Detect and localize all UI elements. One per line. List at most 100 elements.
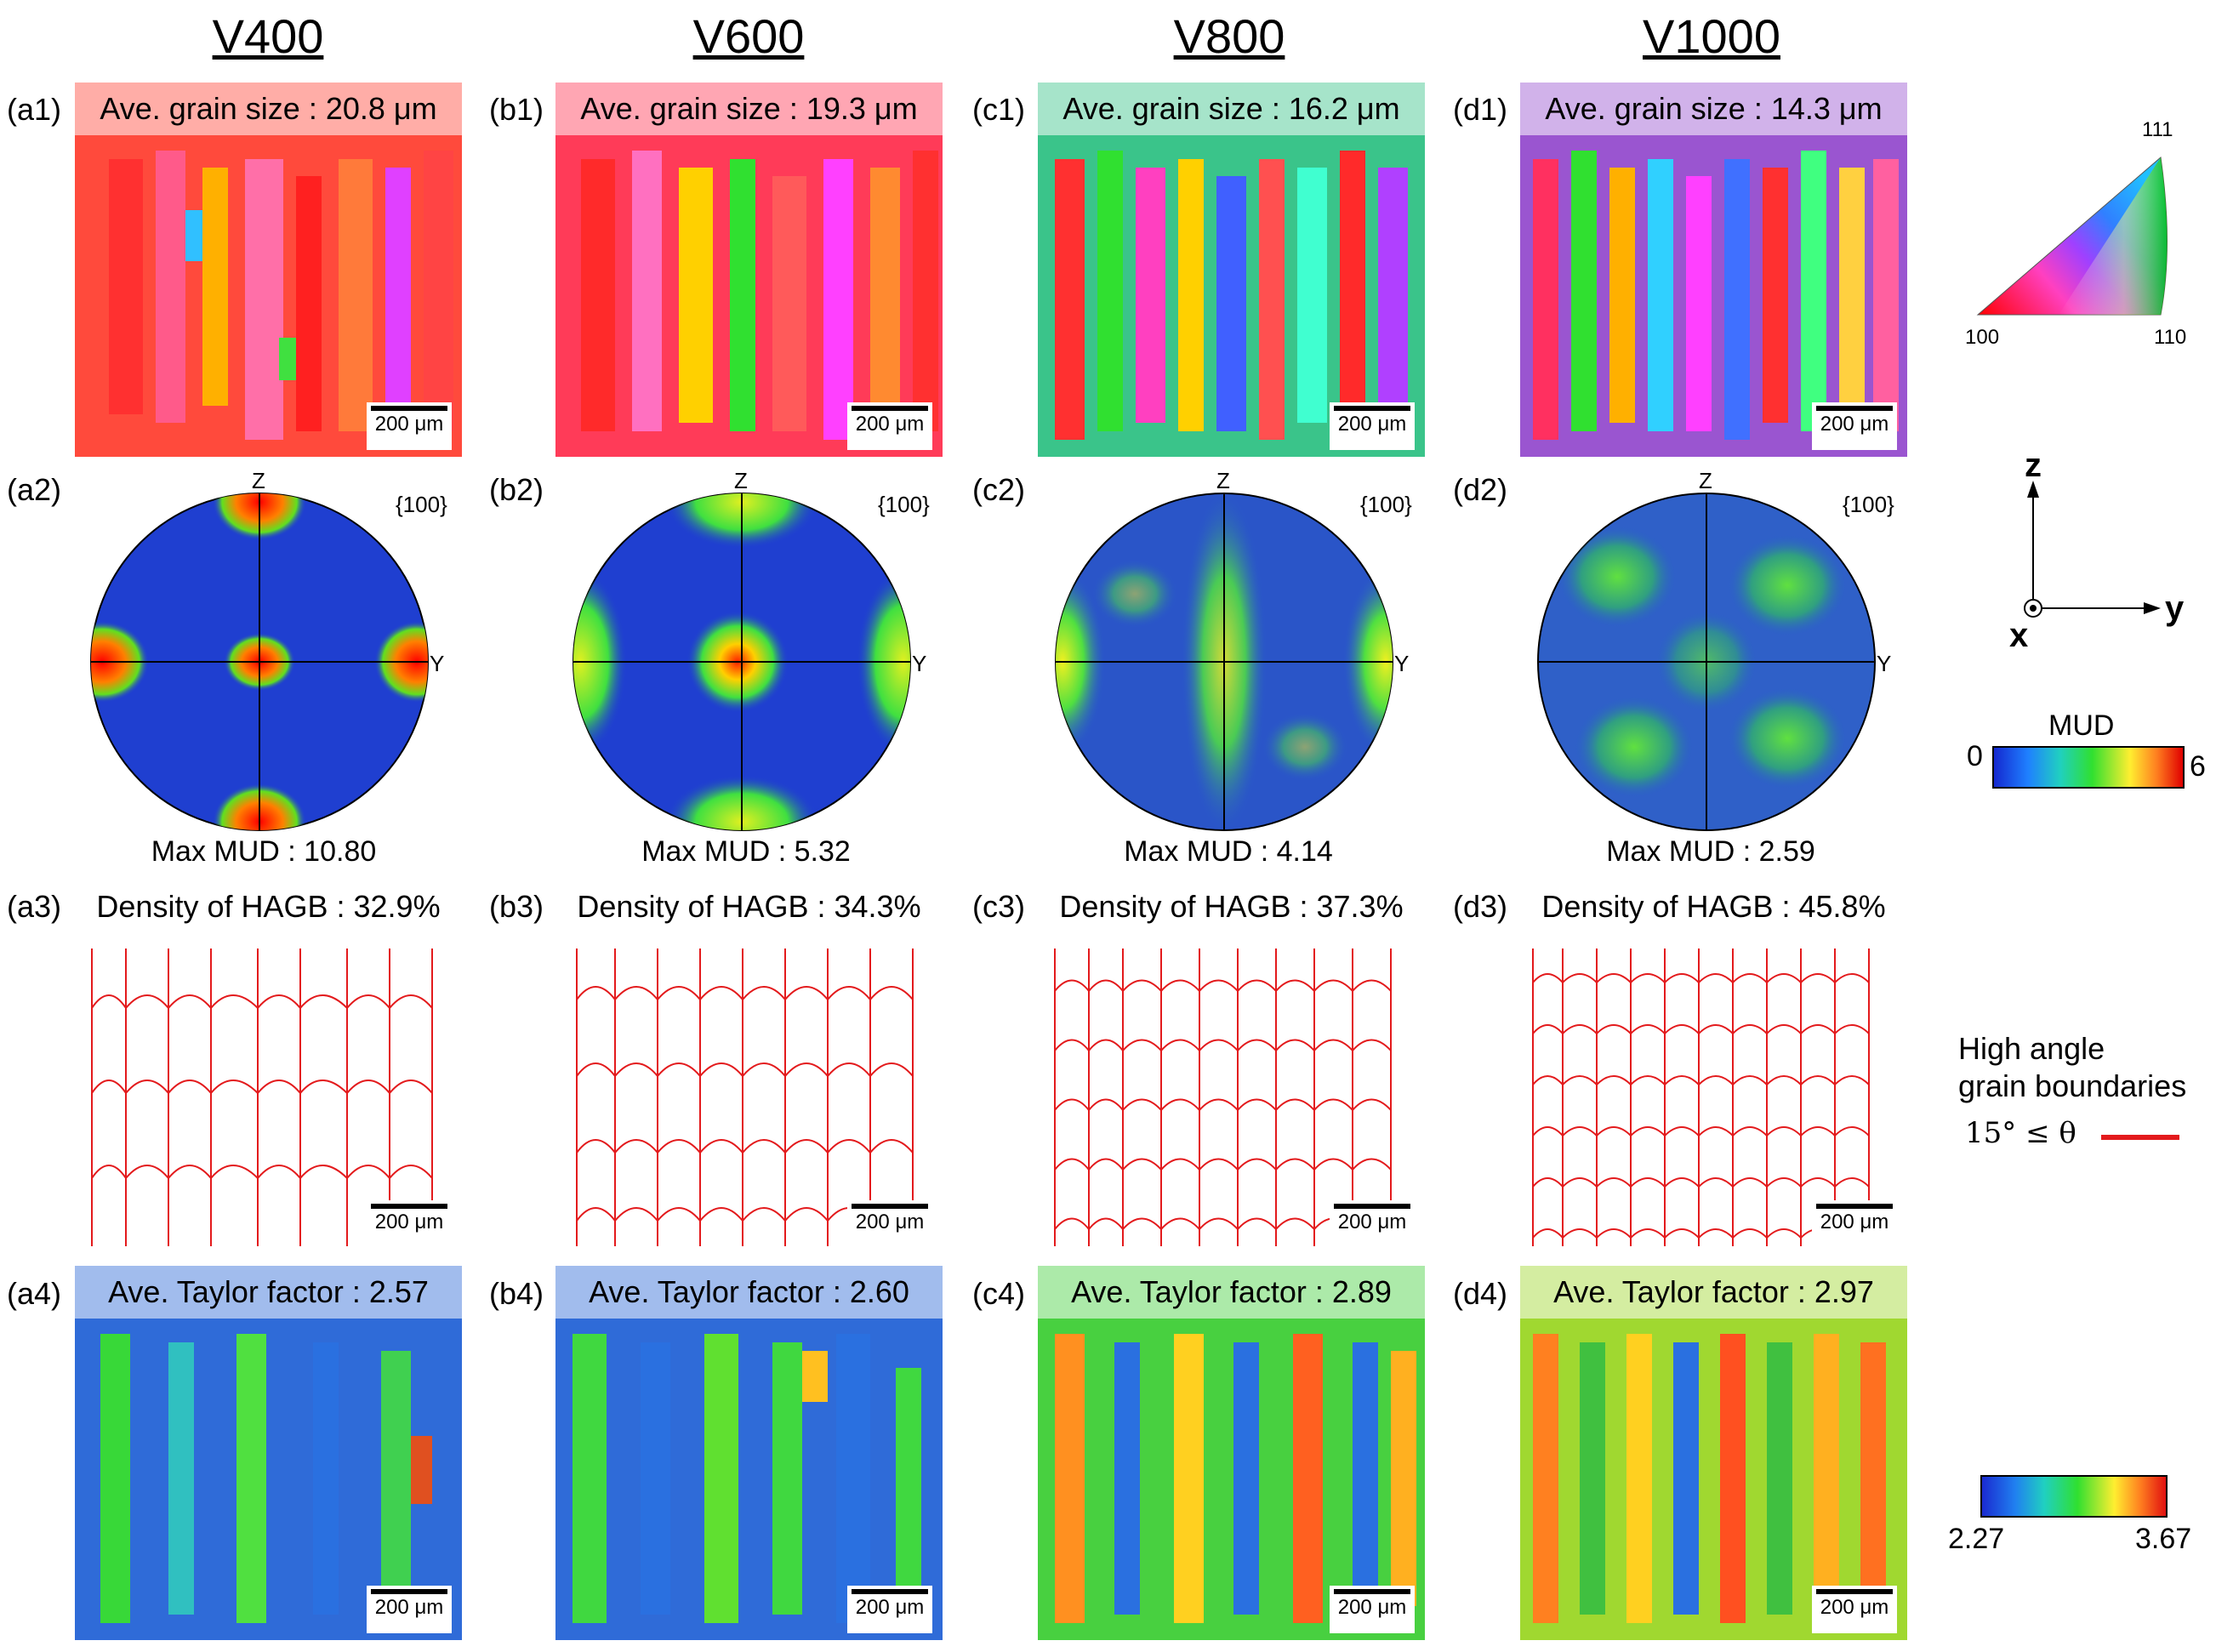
- panel-label-d3: (d3): [1453, 889, 1508, 924]
- hagb-lines: [1532, 948, 1870, 1246]
- panel-label-d2: (d2): [1453, 472, 1508, 507]
- taylor-texture: [573, 1334, 921, 1623]
- hagb-map-v800: Density of HAGB : 37.3% 200 μm: [1038, 880, 1425, 1255]
- scale-bar-line: [371, 406, 447, 411]
- taylor-map-v1000: Ave. Taylor factor : 2.97 200 μm: [1520, 1266, 1907, 1640]
- scale-bar: 200 μm: [847, 402, 932, 450]
- scale-bar: 200 μm: [1330, 1200, 1415, 1248]
- scale-bar: 200 μm: [1812, 402, 1897, 450]
- taylor-colorbar: [1980, 1475, 2168, 1518]
- axis-x-label: x: [2009, 617, 2028, 651]
- scale-bar-line: [1816, 406, 1893, 411]
- mud-colorbar: [1992, 746, 2185, 789]
- panel-label-c1: (c1): [972, 92, 1025, 127]
- ipf-texture: [1533, 151, 1899, 440]
- axis-y-label: y: [2165, 590, 2185, 627]
- ipf-map-v600: Ave. grain size : 19.3 μm 200 μm: [555, 83, 943, 457]
- panel-label-a3: (a3): [7, 889, 62, 924]
- max-mud-value: Max MUD : 2.59: [1606, 835, 1815, 868]
- ipf-corner-111: 111: [2142, 118, 2173, 141]
- panel-label-b1: (b1): [489, 92, 544, 127]
- pole-family-label: {100}: [396, 492, 447, 517]
- mud-legend-title: MUD: [2048, 709, 2115, 742]
- pole-family-label: {100}: [1360, 492, 1412, 517]
- ipf-map-v1000: Ave. grain size : 14.3 μm 200 μm: [1520, 83, 1907, 457]
- scale-bar-line: [1334, 1589, 1410, 1594]
- max-mud-value: Max MUD : 5.32: [641, 835, 851, 868]
- scale-bar-line: [371, 1589, 447, 1594]
- panel-label-c2: (c2): [972, 472, 1025, 507]
- ipf-texture: [581, 151, 938, 440]
- pole-axis-y-label: Y: [1394, 651, 1410, 676]
- panel-label-d4: (d4): [1453, 1276, 1508, 1311]
- hagb-lines: [1054, 948, 1392, 1246]
- pole-intensity-spot: [1728, 534, 1847, 636]
- scale-bar: 200 μm: [367, 1586, 452, 1633]
- hagb-legend-line1: High angle: [1958, 1031, 2105, 1066]
- pole-axis-z-label: Z: [734, 468, 748, 493]
- pole-family-label: {100}: [1843, 492, 1894, 517]
- panel-label-a2: (a2): [7, 472, 62, 507]
- panel-label-c4: (c4): [972, 1276, 1025, 1311]
- pole-axis-y-label: Y: [430, 651, 445, 676]
- panel-label-b4: (b4): [489, 1276, 544, 1311]
- grain-size-banner: Ave. grain size : 14.3 μm: [1520, 83, 1907, 135]
- taylor-map-v800: Ave. Taylor factor : 2.89 200 μm: [1038, 1266, 1425, 1640]
- taylor-texture: [1533, 1334, 1886, 1623]
- taylor-legend-max: 3.67: [2135, 1523, 2192, 1555]
- panel-label-c3: (c3): [972, 889, 1025, 924]
- scale-bar: 200 μm: [1330, 1586, 1415, 1633]
- column-title-v600: V600: [692, 9, 805, 63]
- pole-figure-v600: [573, 493, 911, 831]
- ipf-map-v800: Ave. grain size : 16.2 μm 200 μm: [1038, 83, 1425, 457]
- pole-intensity-spot: [1558, 526, 1677, 628]
- scale-bar: 200 μm: [847, 1586, 932, 1633]
- mud-legend-min: 0: [1967, 740, 1983, 772]
- hagb-map-v1000: Density of HAGB : 45.8% 200 μm: [1520, 880, 1907, 1255]
- pole-axis-z-label: Z: [1216, 468, 1230, 493]
- panel-label-d1: (d1): [1453, 92, 1508, 127]
- taylor-factor-banner: Ave. Taylor factor : 2.57: [75, 1266, 462, 1319]
- ipf-triangle-overlay: [2059, 157, 2168, 315]
- hagb-density-banner: Density of HAGB : 34.3%: [555, 880, 943, 933]
- scale-bar: 200 μm: [367, 1200, 452, 1248]
- column-title-v400: V400: [212, 9, 324, 63]
- hagb-map-v400: Density of HAGB : 32.9% 200 μm: [75, 880, 462, 1255]
- ipf-corner-110: 110: [2154, 326, 2186, 349]
- scale-bar-line: [1334, 406, 1410, 411]
- scale-bar: 200 μm: [367, 402, 452, 450]
- pole-figure-v800: [1055, 493, 1393, 831]
- taylor-factor-banner: Ave. Taylor factor : 2.97: [1520, 1266, 1907, 1319]
- pole-intensity-spot: [1262, 713, 1347, 781]
- axis-z-label: z: [2025, 447, 2042, 484]
- panel-label-b2: (b2): [489, 472, 544, 507]
- column-title-v1000: V1000: [1643, 9, 1780, 63]
- max-mud-value: Max MUD : 10.80: [151, 835, 377, 868]
- taylor-legend-min: 2.27: [1948, 1523, 2005, 1555]
- panel-label-a1: (a1): [7, 92, 62, 127]
- taylor-texture: [1055, 1334, 1416, 1623]
- scale-bar-line: [1816, 1589, 1893, 1594]
- hagb-density-banner: Density of HAGB : 32.9%: [75, 880, 462, 933]
- scale-bar: 200 μm: [1330, 402, 1415, 450]
- sample-axes: z y x: [2009, 447, 2185, 651]
- scale-bar-line: [1816, 1204, 1893, 1209]
- hagb-legend-line2: grain boundaries: [1958, 1068, 2187, 1103]
- taylor-factor-banner: Ave. Taylor factor : 2.89: [1038, 1266, 1425, 1319]
- pole-axis-y-label: Y: [1877, 651, 1892, 676]
- column-title-v800: V800: [1173, 9, 1285, 63]
- hagb-legend-line-swatch: [2101, 1135, 2179, 1140]
- pole-axis-y-label: Y: [912, 651, 927, 676]
- scale-bar-line: [852, 406, 928, 411]
- scale-bar-line: [852, 1204, 928, 1209]
- scale-bar-line: [371, 1204, 447, 1209]
- hagb-lines: [576, 948, 914, 1246]
- pole-intensity-spot: [1575, 696, 1694, 798]
- pole-axis-z-label: Z: [1699, 468, 1712, 493]
- taylor-factor-banner: Ave. Taylor factor : 2.60: [555, 1266, 943, 1319]
- grain-size-banner: Ave. grain size : 16.2 μm: [1038, 83, 1425, 135]
- ipf-corner-100: 100: [1965, 326, 1999, 349]
- hagb-density-banner: Density of HAGB : 45.8%: [1520, 880, 1907, 933]
- pole-figure-v400: [90, 493, 429, 831]
- scale-bar: 200 μm: [1812, 1586, 1897, 1633]
